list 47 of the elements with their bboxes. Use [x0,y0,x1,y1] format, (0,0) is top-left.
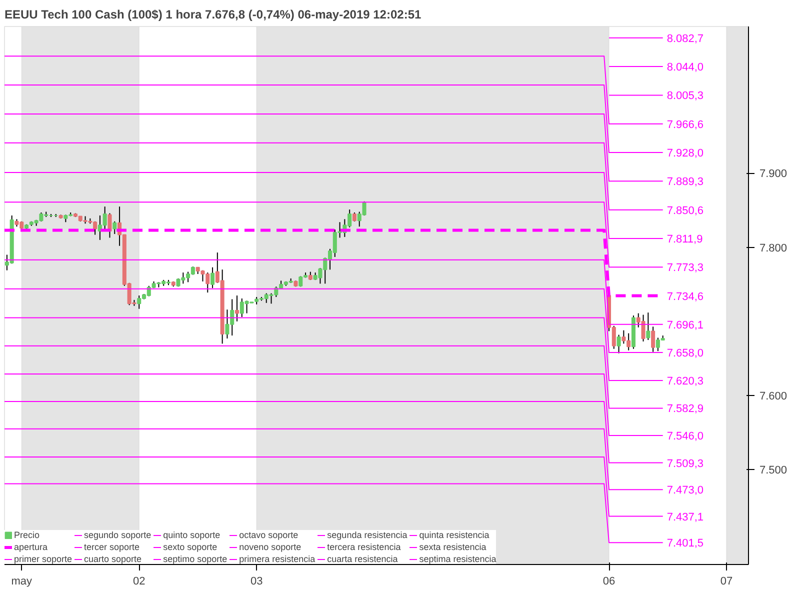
data-label: 7.582,9 [666,403,704,416]
legend-label: septima resistencia [419,554,496,564]
data-label: 7.734,6 [666,290,704,303]
data-label: 8.082,7 [666,32,704,45]
x-tick-label: 07 [720,576,733,588]
legend-label: tercer soporte [84,542,140,552]
y-tick-label: 7.900 [760,168,788,180]
legend-label: septimo soporte [163,554,228,564]
data-label: 7.546,0 [666,430,704,443]
x-tick-label: 02 [132,576,146,588]
data-label: 7.811,9 [666,234,703,246]
legend-label: octavo soporte [239,530,298,540]
data-label: 8.044,0 [666,62,704,74]
data-label: 7.889,3 [666,176,704,188]
data-label: 7.966,6 [666,118,704,131]
legend-label: quinta resistencia [419,530,490,540]
data-label: 7.928,0 [666,147,704,160]
x-tick-label: 03 [250,576,263,588]
legend-label: apertura [14,542,48,552]
data-label: 7.696,1 [666,319,704,332]
legend-label: cuarto soporte [84,554,142,564]
data-label: 8.005,3 [666,90,704,102]
legend-label: tercera resistencia [327,542,401,552]
data-label: 7.473,0 [666,484,704,497]
legend-label: segundo soporte [84,530,152,540]
legend-label: segunda resistencia [327,530,408,540]
data-label: 7.401,5 [666,538,704,550]
data-label: 7.509,3 [666,458,704,470]
legend-label: noveno soporte [239,542,302,552]
legend-label: sexta resistencia [419,542,486,552]
data-label: 7.773,3 [666,262,704,274]
legend-label: primera resistencia [239,554,316,564]
data-label: 7.620,3 [666,376,704,388]
data-label: 7.658,0 [666,348,704,360]
y-tick-label: 7.600 [760,390,788,403]
data-label: 7.437,1 [666,511,704,524]
legend-label: cuarta resistencia [327,554,398,564]
y-tick-label: 7.800 [760,242,788,254]
y-tick-label: 7.500 [760,464,788,477]
legend-label: sexto soporte [163,542,218,552]
x-tick-label: may [11,576,33,588]
legend-label: Precio [14,530,40,540]
data-label: 7.850,6 [666,204,704,217]
chart-title: EEUU Tech 100 Cash (100$) 1 hora 7.676,8 (-0,74%) 06-may-2019 12:02:51 [4,8,422,22]
legend-label: primer soporte [14,554,72,564]
legend-label: quinto soporte [163,530,220,540]
x-tick-label: 06 [602,576,616,588]
